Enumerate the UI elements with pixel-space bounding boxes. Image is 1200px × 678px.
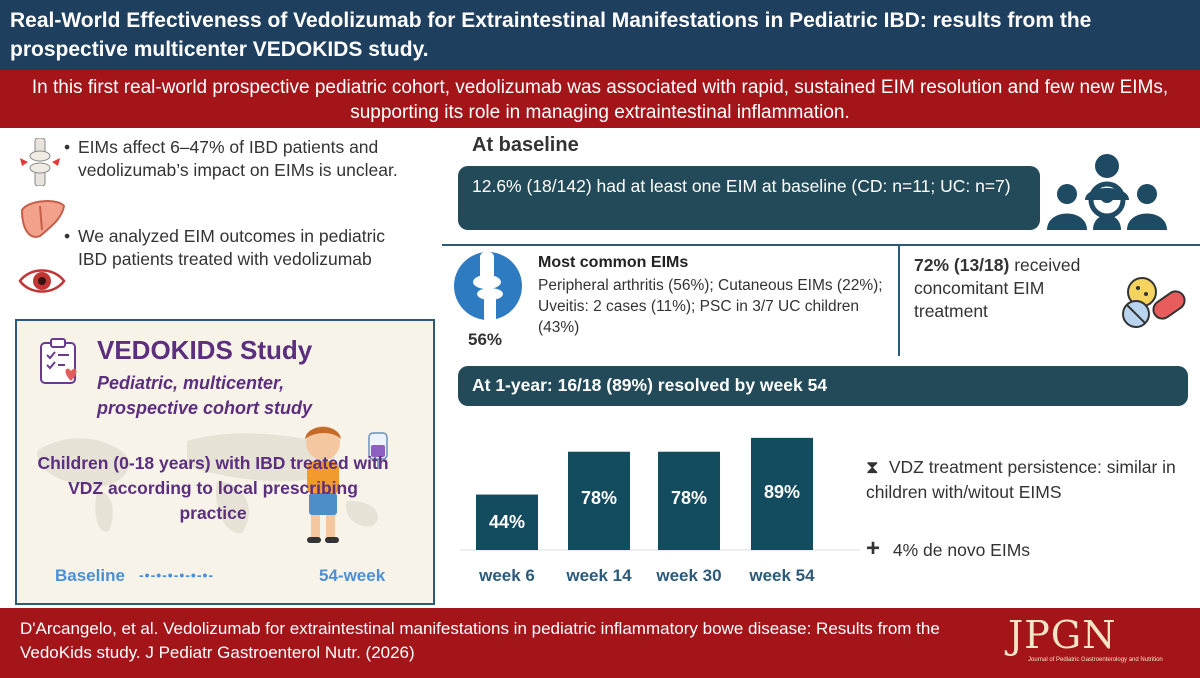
bar-value-label: 89% [763, 482, 801, 502]
iv-bag-icon [365, 429, 393, 474]
timeline-dots: -•-•-•-•-•-•- [139, 567, 215, 583]
bar-value-label: 78% [670, 488, 708, 508]
eye-icon [18, 257, 66, 305]
concomitant-percent: 72% (13/18) [914, 255, 1010, 275]
common-eims-title: Most common EIMs [538, 254, 689, 271]
persistence-text: ⧗ VDZ treatment persistence: similar in … [866, 457, 1176, 502]
pills-icon [1118, 274, 1190, 341]
column-divider [898, 244, 900, 356]
common-eims-text: Peripheral arthritis (56%); Cutaneous EI… [538, 277, 883, 336]
one-year-heading: At 1-year: 16/18 (89%) resolved by week … [472, 375, 828, 395]
x-tick-label: week 6 [479, 566, 535, 585]
world-map-graphic [37, 433, 378, 534]
journal-logo: JPGN Journal of Pediatric Gastroenterolo… [1000, 611, 1190, 673]
bar-week-6 [476, 494, 538, 550]
section-divider [442, 244, 1200, 246]
one-year-banner: At 1-year: 16/18 (89%) resolved by week … [458, 366, 1188, 406]
page-title: Real-World Effectiveness of Vedolizumab … [10, 9, 1092, 61]
study-box: VEDOKIDS Study Pediatric, multicenter, p… [15, 319, 435, 605]
bar-week-14 [568, 451, 630, 550]
clipboard-heart-icon [37, 337, 83, 390]
bullet-analysis: • We analyzed EIM outcomes in pediatric … [64, 226, 386, 269]
bar-value-label: 78% [580, 488, 618, 508]
joint-icon [16, 137, 64, 187]
x-tick-label: week 30 [656, 566, 722, 585]
summary-text: In this first real-world prospective ped… [31, 77, 1169, 123]
journal-logo-text: JPGN [1008, 613, 1117, 657]
journal-logo-subtitle: Journal of Pediatric Gastroenterology an… [1028, 657, 1163, 663]
bullet-dot: • [64, 226, 71, 246]
x-tick-label: week 54 [749, 566, 815, 585]
plus-icon: + [866, 535, 881, 562]
hourglass-icon: ⧗ [866, 457, 879, 477]
x-tick-label: week 14 [566, 566, 632, 585]
bar-value-label: 44% [488, 512, 526, 532]
study-subtitle: Pediatric, multicenter, prospective coho… [97, 373, 313, 418]
study-title: VEDOKIDS Study [97, 335, 313, 365]
knee-joint-icon [450, 250, 530, 329]
bullet-eims: • EIMs affect 6–47% of IBD patients and … [64, 137, 398, 180]
citation-text: D'Arcangelo, et al. Vedolizumab for extr… [20, 619, 940, 662]
baseline-heading: At baseline [472, 134, 579, 156]
baseline-summary-box: 12.6% (18/142) had at least one EIM at b… [458, 166, 1040, 230]
child-illustration [293, 421, 363, 556]
de-novo-text: + 4% de novo EIMs [866, 535, 1031, 562]
arthritis-percent: 56% [468, 330, 503, 349]
bar-week-30 [658, 451, 720, 550]
bullet-dot: • [64, 137, 71, 157]
concomitant-text: received concomitant EIM treatment [914, 255, 1081, 321]
liver-icon [18, 196, 66, 244]
resolution-bar-chart [460, 437, 860, 551]
group-people-icon [1045, 152, 1169, 239]
timeline-end: 54-week [319, 566, 386, 585]
study-description: Children (0-18 years) with IBD treated w… [37, 453, 389, 523]
concomitant-treatment: 72% (13/18) received concomitant EIM tre… [914, 254, 1114, 323]
bar-week-54 [751, 437, 813, 550]
baseline-summary: 12.6% (18/142) had at least one EIM at b… [472, 176, 1011, 196]
title-bar: Real-World Effectiveness of Vedolizumab … [0, 0, 1200, 70]
timeline-start: Baseline [55, 566, 125, 585]
summary-bar: In this first real-world prospective ped… [0, 70, 1200, 128]
